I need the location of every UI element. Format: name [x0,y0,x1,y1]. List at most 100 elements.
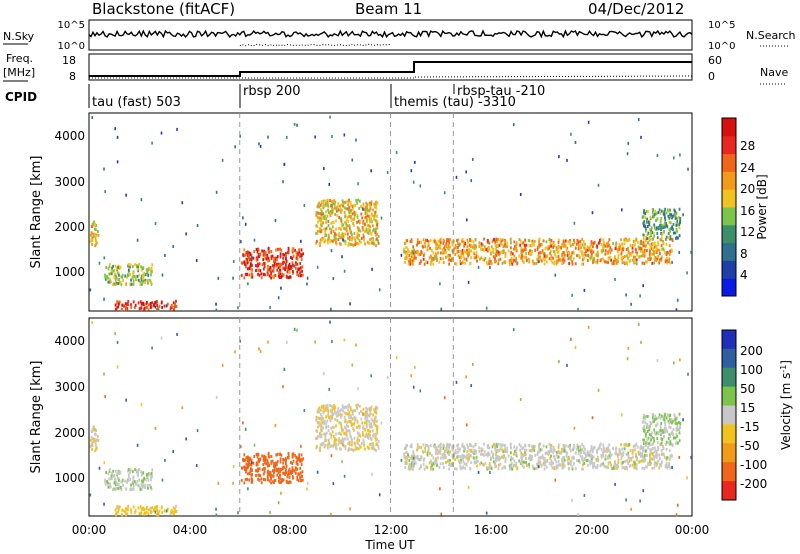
velocity-echo-cell [375,438,377,442]
velocity-echo-cell [609,460,612,464]
power-echo-cell [652,231,655,235]
power-echo-cell [248,266,251,270]
velocity-echo-cell [279,467,282,471]
velocity-echo-cell [504,466,507,470]
velocity-echo-cell [662,452,665,456]
power-echo-cell [565,246,568,250]
power-echo-cell [564,239,567,243]
freq-label-line2: [MHz] [3,66,35,79]
velocity-echo-cell [582,445,585,449]
power-echo-cell [339,204,341,208]
velocity-echo-cell [281,478,284,482]
power-echo-cell [625,247,628,251]
power-echo-cell [552,256,555,260]
velocity-echo-cell [142,471,145,475]
velocity-echo-cell [644,417,647,421]
power-echo-cell [358,227,360,231]
velocity-echo-cell [338,431,341,435]
velocity-echo-cell [369,430,372,434]
power-echo-cell [333,238,335,242]
velocity-noise-cell [164,458,166,462]
power-echo-cell [268,274,271,278]
velocity-echo-cell [667,419,670,423]
power-echo-cell [625,260,628,264]
velocity-echo-cell [340,426,343,430]
power-echo-cell [629,252,631,256]
velocity-echo-cell [561,449,564,453]
velocity-echo-cell [377,444,379,448]
velocity-echo-cell [675,432,678,436]
velocity-echo-cell [364,410,367,414]
power-echo-cell [345,200,348,204]
velocity-echo-cell [499,462,502,466]
velocity-echo-cell [431,464,433,468]
velocity-echo-cell [623,447,626,451]
velocity-echo-cell [107,485,110,489]
velocity-echo-cell [426,451,429,455]
velocity-echo-cell [583,457,586,461]
velocity-echo-cell [586,459,588,463]
velocity-echo-cell [608,443,611,447]
power-echo-cell [255,269,257,273]
velocity-echo-cell [344,432,347,436]
power-echo-cell [106,275,108,279]
velocity-echo-cell [127,467,130,471]
power-echo-cell [486,238,489,242]
velocity-echo-cell [282,471,284,475]
power-echo-cell [590,252,593,256]
power-noise-cell [103,297,105,301]
power-echo-cell [410,255,413,259]
velocity-echo-cell [358,444,361,448]
power-echo-cell [492,251,495,255]
velocity-echo-cell [346,420,349,424]
velocity-echo-cell [461,453,464,457]
velocity-echo-cell [649,448,652,452]
velocity-echo-cell [325,415,327,419]
power-echo-cell [369,237,371,241]
velocity-echo-cell [497,455,499,459]
velocity-echo-cell [532,466,535,470]
velocity-echo-cell [454,448,457,452]
power-echo-cell [525,256,528,260]
velocity-echo-cell [623,466,625,470]
velocity-echo-cell [287,472,289,476]
power-noise-cell [410,169,413,173]
velocity-echo-cell [654,449,657,453]
velocity-echo-cell [129,470,131,474]
velocity-echo-cell [442,456,444,460]
power-echo-cell [631,243,634,247]
velocity-echo-cell [340,424,343,428]
power-echo-cell [572,238,575,242]
velocity-echo-cell [614,462,617,466]
velocity-echo-cell [457,447,459,451]
velocity-echo-cell [469,467,472,471]
power-echo-cell [467,251,469,255]
velocity-echo-cell [105,470,108,474]
power-noise-cell [232,260,235,264]
velocity-echo-cell [369,406,371,410]
velocity-noise-cell [577,512,579,516]
power-echo-cell [322,199,325,203]
power-echo-cell [343,201,346,205]
velocity-echo-cell [140,470,143,474]
velocity-echo-cell [147,478,150,482]
power-echo-cell [444,244,446,248]
velocity-noise-cell [626,357,629,361]
velocity-noise-cell [639,499,641,503]
power-echo-cell [117,305,119,309]
velocity-echo-cell [355,447,358,451]
velocity-echo-cell [407,467,410,471]
power-echo-cell [579,243,582,247]
power-echo-cell [424,241,427,245]
velocity-noise-cell [477,470,480,474]
power-noise-cell [687,167,689,171]
power-echo-cell [348,226,351,230]
power-noise-cell [314,135,316,139]
velocity-echo-cell [659,457,661,461]
velocity-echo-cell [552,447,555,451]
velocity-echo-cell [616,466,619,470]
power-echo-cell [275,262,278,266]
power-noise-cell [296,123,298,127]
power-echo-cell [676,229,678,233]
velocity-echo-cell [562,461,565,465]
